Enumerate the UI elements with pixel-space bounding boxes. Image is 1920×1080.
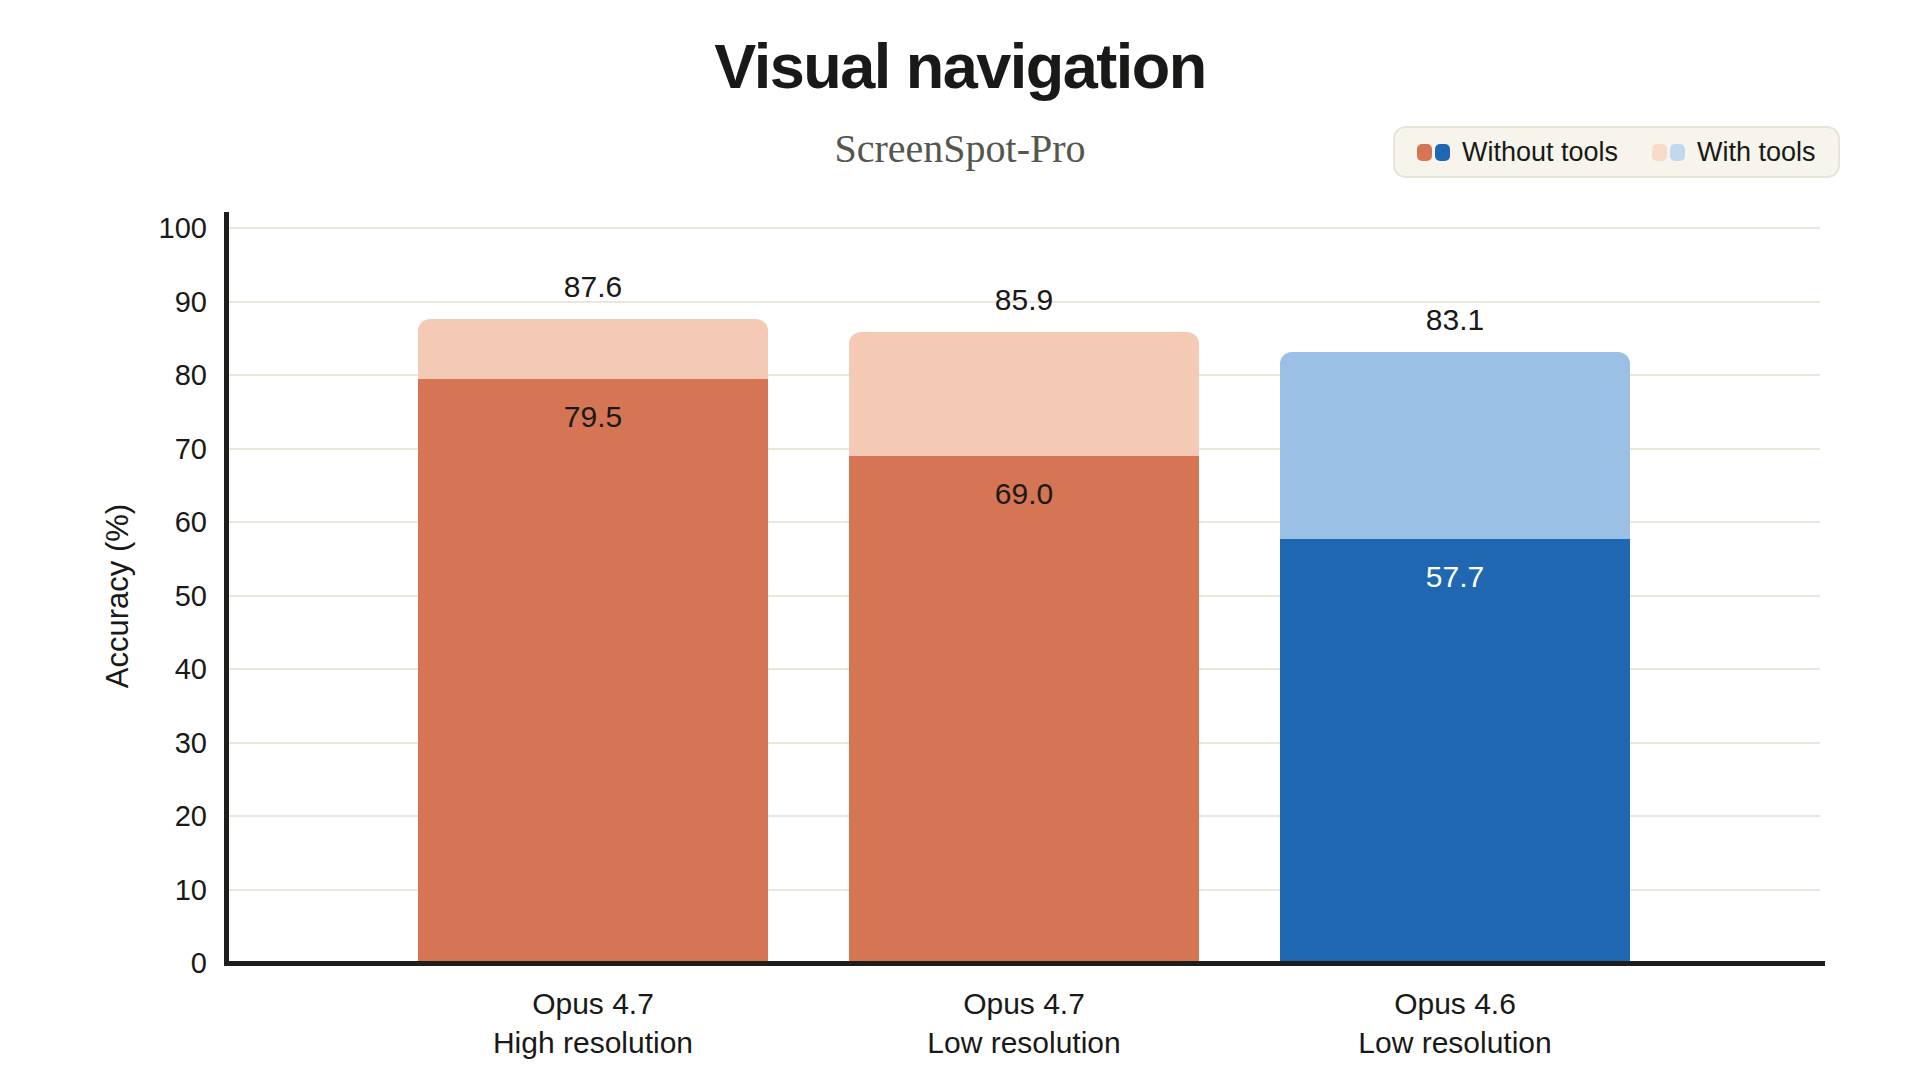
chart-title: Visual navigation (0, 30, 1920, 102)
y-tick-60: 60 (40, 506, 207, 538)
x-axis-line (224, 961, 1825, 966)
legend-label-without-tools: Without tools (1462, 137, 1618, 168)
x-category-line2: High resolution (368, 1023, 818, 1062)
y-tick-10: 10 (40, 874, 207, 906)
legend-entry-without-tools: Without tools (1417, 137, 1618, 168)
bar-3-without-tools-segment (1280, 539, 1630, 963)
bar-3-without-tools-value: 57.7 (1280, 560, 1630, 594)
without-tools-swatch-pair (1417, 144, 1450, 161)
with-tools-swatch-pair (1652, 144, 1685, 161)
bar-1-with-tools-value: 87.6 (418, 270, 768, 304)
bar-1-without-tools-value: 79.5 (418, 400, 768, 434)
x-category-line2: Low resolution (799, 1023, 1249, 1062)
y-tick-50: 50 (40, 580, 207, 612)
x-category-line2: Low resolution (1230, 1023, 1680, 1062)
bar-2-with-tools-value: 85.9 (849, 283, 1199, 317)
y-tick-20: 20 (40, 800, 207, 832)
x-category-line1: Opus 4.7 (368, 984, 818, 1023)
without-tools-orange-swatch (1417, 144, 1432, 161)
x-category-line1: Opus 4.6 (1230, 984, 1680, 1023)
legend: Without tools With tools (1393, 126, 1840, 178)
x-category-label-3: Opus 4.6Low resolution (1230, 984, 1680, 1062)
legend-entry-with-tools: With tools (1652, 137, 1816, 168)
x-category-label-2: Opus 4.7Low resolution (799, 984, 1249, 1062)
legend-label-with-tools: With tools (1697, 137, 1816, 168)
bar-2-without-tools-value: 69.0 (849, 477, 1199, 511)
y-tick-80: 80 (40, 359, 207, 391)
x-category-label-1: Opus 4.7High resolution (368, 984, 818, 1062)
without-tools-blue-swatch (1435, 144, 1450, 161)
y-axis-line (224, 212, 229, 966)
with-tools-lightblue-swatch (1670, 144, 1685, 161)
y-tick-100: 100 (40, 212, 207, 244)
with-tools-peach-swatch (1652, 144, 1667, 161)
bar-2-without-tools-segment (849, 456, 1199, 963)
x-category-line1: Opus 4.7 (799, 984, 1249, 1023)
plot-area: 87.6 79.5 85.9 69.0 83.1 57.7 (228, 228, 1820, 963)
y-tick-90: 90 (40, 286, 207, 318)
bar-1-without-tools-segment (418, 379, 768, 963)
y-tick-0: 0 (40, 947, 207, 979)
y-tick-40: 40 (40, 653, 207, 685)
gridline-100 (228, 227, 1820, 229)
y-tick-70: 70 (40, 433, 207, 465)
bar-3-with-tools-value: 83.1 (1280, 303, 1630, 337)
y-tick-30: 30 (40, 727, 207, 759)
